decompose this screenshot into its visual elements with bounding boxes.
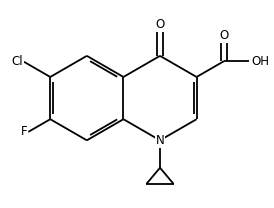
Text: O: O: [155, 18, 165, 31]
Text: F: F: [21, 125, 27, 138]
Text: O: O: [219, 29, 229, 42]
Text: Cl: Cl: [12, 55, 23, 68]
Text: N: N: [156, 134, 164, 147]
Text: OH: OH: [251, 55, 269, 68]
